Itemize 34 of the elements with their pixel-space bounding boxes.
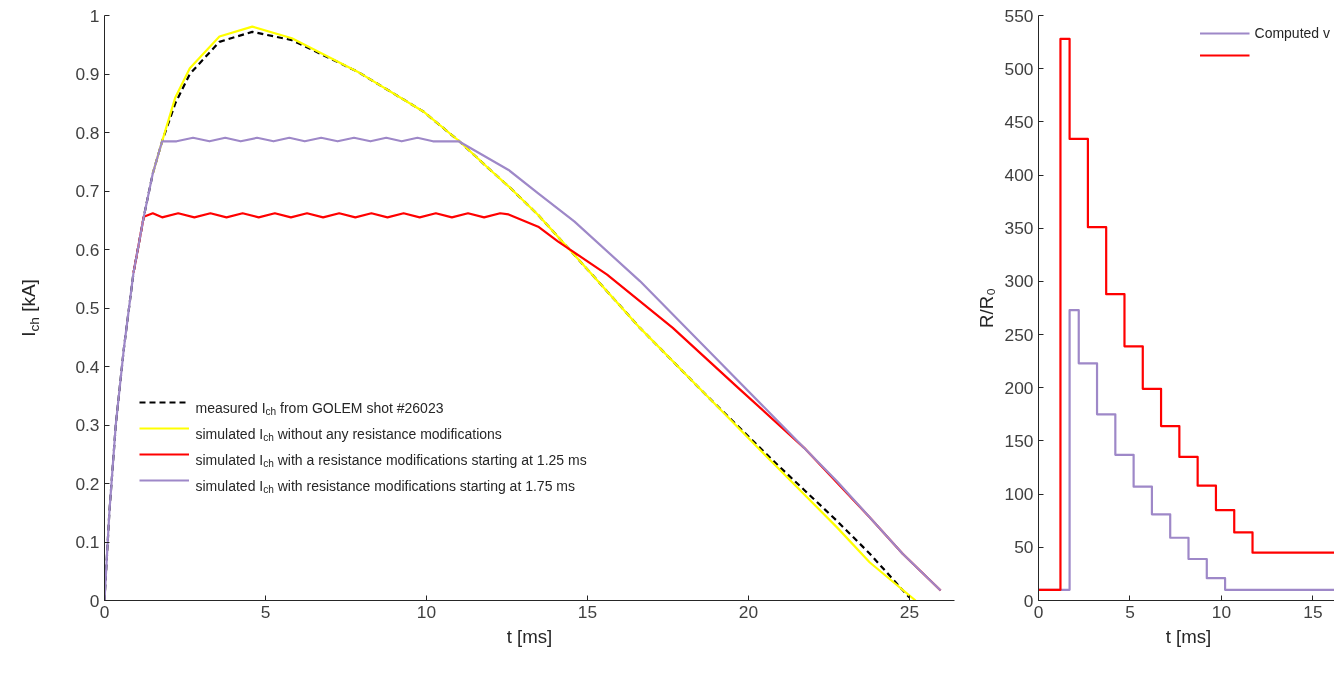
y-tick-label: 0.1: [75, 532, 100, 552]
x-tick-label: 5: [260, 601, 271, 622]
y-tick-label: 300: [1004, 271, 1034, 292]
y-tick-label: 550: [1004, 5, 1034, 26]
x-axis-title: t [ms]: [506, 625, 553, 647]
y-tick-label: 450: [1004, 111, 1034, 132]
y-tick-label: 0.6: [75, 239, 100, 260]
legend-label: Computed v: [1254, 25, 1330, 41]
x-tick-label: 15: [1303, 601, 1323, 622]
y-tick-label: 200: [1004, 377, 1034, 398]
y-tick-label: 100: [1004, 484, 1034, 505]
y-tick-label: 50: [1014, 537, 1034, 558]
y-tick-label: 0.5: [75, 298, 100, 318]
x-tick-label: 10: [1211, 601, 1232, 622]
y-tick-label: 0.3: [75, 415, 100, 435]
y-tick-label: 350: [1004, 218, 1034, 239]
x-tick-label: 25: [899, 601, 920, 622]
x-tick-label: 15: [577, 601, 598, 622]
x-tick-label: 5: [1125, 601, 1135, 622]
y-tick-label: 0.2: [75, 473, 100, 494]
x-tick-label: 10: [416, 601, 437, 622]
y-tick-label: 400: [1004, 165, 1034, 186]
y-axis-title: R/R₀: [975, 288, 997, 328]
y-tick-label: 1: [89, 5, 100, 26]
y-tick-label: 0.7: [75, 181, 100, 201]
y-axis-title: Ich [kA]: [18, 279, 42, 337]
y-tick-label: 0.4: [75, 356, 100, 377]
x-axis-title: t [ms]: [1165, 625, 1212, 647]
y-tick-label: 250: [1004, 324, 1034, 345]
y-tick-label: 500: [1004, 58, 1034, 79]
y-tick-label: 0.9: [75, 64, 100, 84]
y-tick-label: 0.8: [75, 122, 100, 143]
x-tick-label: 20: [738, 601, 759, 622]
y-tick-label: 150: [1004, 430, 1034, 451]
